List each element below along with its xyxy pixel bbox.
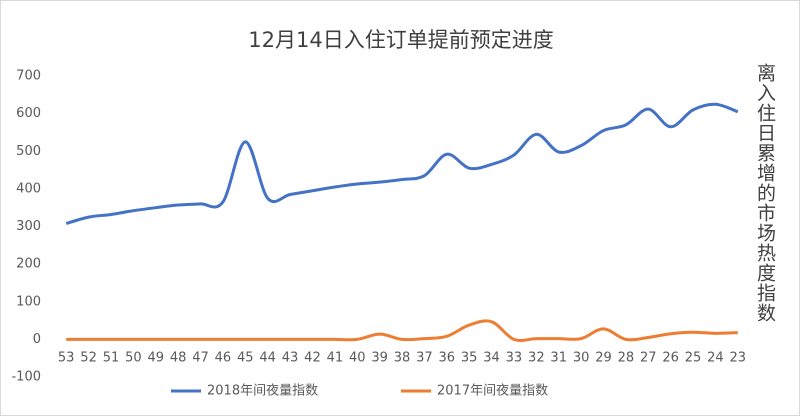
x-tick-label: 31: [550, 351, 567, 366]
x-tick-label: 36: [439, 351, 456, 366]
x-tick-label: 41: [327, 351, 344, 366]
x-tick-label: 25: [685, 351, 702, 366]
legend-label: 2018年间夜量指数: [207, 384, 318, 399]
x-tick-label: 45: [237, 351, 254, 366]
x-tick-label: 26: [662, 351, 679, 366]
x-tick-label: 34: [483, 351, 500, 366]
x-tick-label: 50: [125, 351, 142, 366]
y-tick-label: 700: [16, 69, 41, 84]
x-tick-label: 23: [730, 351, 747, 366]
y-axis-label: 离入住日累增的市场热度指数: [754, 63, 776, 323]
x-tick-label: 28: [618, 351, 635, 366]
x-tick-label: 46: [215, 351, 232, 366]
x-tick-label: 52: [80, 351, 97, 366]
y-tick-label: 100: [16, 294, 41, 309]
x-tick-label: 40: [349, 351, 366, 366]
x-tick-label: 49: [147, 351, 164, 366]
x-tick-label: 37: [416, 351, 433, 366]
x-tick-label: 35: [461, 351, 478, 366]
chart-title: 12月14日入住订单提前预定进度: [248, 28, 553, 52]
y-tick-label: -100: [11, 370, 41, 385]
series-line: [65, 102, 739, 225]
x-tick-label: 53: [58, 351, 75, 366]
y-tick-label: 200: [16, 257, 41, 272]
y-tick-label: 300: [16, 219, 41, 234]
x-tick-label: 24: [707, 351, 724, 366]
x-tick-label: 39: [371, 351, 388, 366]
x-tick-label: 47: [192, 351, 209, 366]
x-tick-label: 44: [259, 351, 276, 366]
y-tick-label: 0: [33, 332, 41, 347]
x-tick-label: 42: [304, 351, 321, 366]
y-tick-label: 500: [16, 144, 41, 159]
x-tick-label: 38: [394, 351, 411, 366]
series-line: [66, 319, 738, 342]
x-tick-label: 33: [506, 351, 523, 366]
x-tick-label: 29: [595, 351, 612, 366]
y-tick-label: 600: [16, 106, 41, 121]
legend-label: 2017年间夜量指数: [437, 384, 548, 399]
x-tick-label: 48: [170, 351, 187, 366]
x-tick-label: 51: [103, 351, 120, 366]
x-tick-label: 32: [528, 351, 545, 366]
x-tick-label: 43: [282, 351, 299, 366]
x-tick-label: 27: [640, 351, 657, 366]
x-tick-label: 30: [573, 351, 590, 366]
y-tick-label: 400: [16, 181, 41, 196]
